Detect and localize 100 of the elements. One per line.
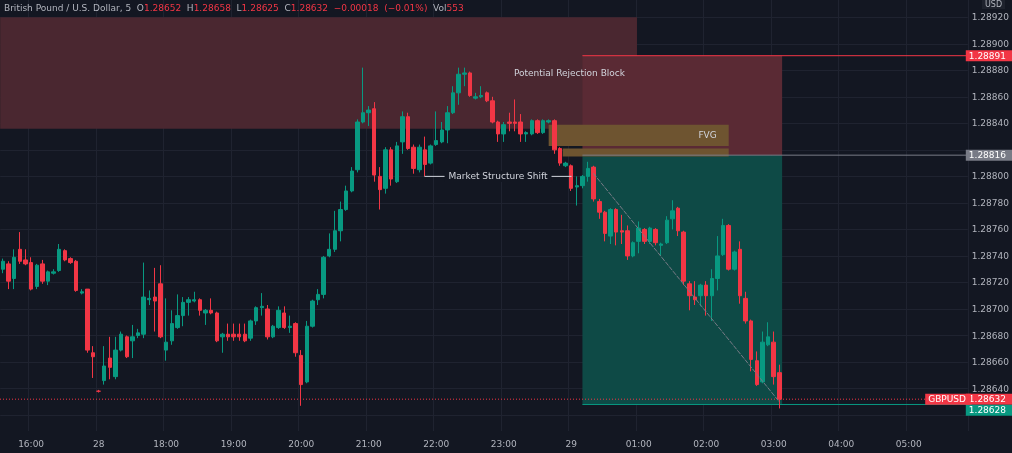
candlestick — [676, 206, 680, 237]
candlestick — [293, 321, 298, 358]
x-tick-label: 01:00 — [625, 438, 652, 449]
candlestick — [726, 223, 731, 272]
candlestick — [395, 141, 399, 184]
candlestick — [57, 243, 61, 273]
ref-line-label: 1.28816 — [968, 150, 1007, 161]
candlestick — [164, 297, 168, 362]
ref-line-label: 1.28891 — [968, 50, 1007, 61]
y-tick-label: 1.28920 — [971, 12, 1010, 23]
y-tick-label: 1.28860 — [971, 91, 1010, 102]
candlestick — [102, 345, 106, 386]
x-tick-label: 04:00 — [828, 438, 855, 449]
candlestick — [665, 215, 669, 245]
y-axis-title: USD — [985, 0, 1003, 9]
candlestick — [288, 315, 292, 334]
x-tick-label: 18:00 — [153, 438, 180, 449]
y-tick-label: 1.28880 — [971, 65, 1010, 76]
candlestick — [501, 121, 506, 143]
candlestick — [327, 232, 331, 258]
x-tick-label: 29 — [565, 438, 578, 449]
candlestick — [648, 226, 652, 245]
y-tick-label: 1.28640 — [971, 383, 1010, 394]
candlestick — [738, 240, 742, 305]
y-tick-label: 1.28700 — [971, 303, 1010, 314]
y-tick-label: 1.28760 — [971, 224, 1010, 235]
candlestick — [1, 258, 5, 274]
annotation: GBPUSD — [928, 394, 967, 405]
candlestick — [198, 297, 202, 317]
candlestick — [659, 242, 663, 257]
ref-line-label: 1.28632 — [968, 394, 1007, 405]
candlestick — [383, 146, 388, 195]
series-label: Market Structure Shift — [448, 171, 548, 182]
candlestick — [108, 336, 112, 380]
candlestick — [569, 163, 573, 192]
candlestick — [350, 166, 354, 193]
band-label: FVG — [698, 130, 717, 141]
candlestick — [130, 324, 135, 359]
candlestick — [631, 240, 635, 258]
x-tick-label: 23:00 — [490, 438, 517, 449]
candlestick — [282, 305, 286, 330]
candlestick — [614, 207, 618, 246]
candlestick — [591, 165, 596, 203]
candlestick — [608, 207, 613, 245]
x-tick-label: 16:00 — [18, 438, 45, 449]
x-tick-label: 21:00 — [355, 438, 382, 449]
candlestick — [299, 349, 303, 407]
candlestick — [687, 280, 692, 311]
candlestick — [378, 166, 382, 211]
candlestick — [755, 350, 759, 387]
candlestick — [423, 136, 427, 177]
candlestick — [468, 71, 472, 98]
candlestick — [670, 199, 675, 230]
candlestick — [40, 259, 45, 285]
candlestick — [389, 146, 393, 187]
candlestick — [530, 118, 534, 136]
candlestick — [220, 332, 225, 354]
x-tick-label: 03:00 — [760, 438, 787, 449]
y-tick-label: 1.28740 — [971, 250, 1010, 261]
candlestick — [653, 227, 658, 246]
band-label: Potential Rejection Block — [513, 67, 626, 78]
y-tick-label: 1.28680 — [971, 330, 1010, 341]
candlestick — [693, 280, 697, 306]
candlestick — [535, 118, 540, 135]
ref-line-label: 1.28628 — [968, 405, 1007, 416]
candlestick — [215, 311, 219, 343]
candlestick — [434, 110, 438, 147]
candlestick — [704, 280, 708, 317]
candlestick — [563, 161, 568, 168]
chart-title: British Pound / U.S. Dollar, 5 — [4, 2, 132, 13]
x-tick-label: 22:00 — [423, 438, 450, 449]
candlestick — [91, 345, 95, 379]
x-tick-label: 19:00 — [220, 438, 247, 449]
candlestick — [203, 308, 208, 326]
candlestick — [732, 250, 737, 272]
x-tick-label: 02:00 — [693, 438, 720, 449]
y-tick-label: 1.28840 — [971, 118, 1010, 129]
candlestick — [428, 144, 433, 165]
y-tick-label: 1.28800 — [971, 171, 1010, 182]
candlestick — [417, 144, 422, 173]
x-tick-label: 28 — [92, 438, 105, 449]
candlestick — [265, 304, 270, 340]
candlestick — [524, 130, 528, 143]
candlestick — [6, 260, 11, 290]
candlestick — [243, 323, 247, 343]
candlestick — [681, 230, 686, 286]
candlestick — [721, 218, 725, 257]
candlestick — [636, 220, 641, 254]
candlestick — [125, 335, 129, 359]
x-tick-label: 20:00 — [288, 438, 315, 449]
candlestick — [35, 263, 39, 290]
y-tick-label: 1.28900 — [971, 38, 1010, 49]
candlestick — [400, 110, 405, 155]
y-tick-label: 1.28660 — [971, 357, 1010, 368]
candlestick — [209, 297, 213, 315]
y-tick-label: 1.28780 — [971, 197, 1010, 208]
candlestick — [698, 283, 703, 307]
candlestick — [12, 248, 16, 290]
y-tick-label: 1.28720 — [971, 277, 1010, 288]
text: O1.28652 H1.28658 L1.28625 C1.28632 −0.00018 (−0.01%) Vol553 — [136, 2, 464, 13]
